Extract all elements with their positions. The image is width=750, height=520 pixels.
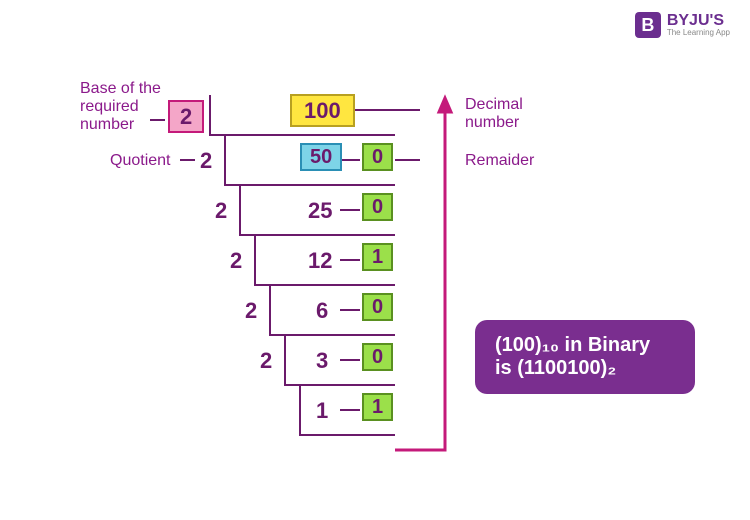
remainder-2: 0 bbox=[362, 193, 393, 221]
divisor-2: 2 bbox=[215, 198, 227, 224]
quotient-2: 25 bbox=[308, 198, 332, 224]
quotient-1: 50 bbox=[300, 143, 342, 171]
divisor-1: 2 bbox=[200, 148, 212, 174]
remainder-label: Remaider bbox=[465, 152, 534, 170]
remainder-6: 1 bbox=[362, 393, 393, 421]
quotient-4: 6 bbox=[316, 298, 328, 324]
remainder-5-box: 0 bbox=[362, 346, 393, 369]
result-line1: (100)₁₀ in Binary bbox=[495, 334, 675, 357]
remainder-2-box: 0 bbox=[362, 196, 393, 219]
remainder-4: 0 bbox=[362, 293, 393, 321]
remainder-3: 1 bbox=[362, 243, 393, 271]
base-label: Base of the required number bbox=[80, 80, 161, 134]
quotient-6: 1 bbox=[316, 398, 328, 424]
base-value: 2 bbox=[168, 100, 204, 133]
result-line2: is (1100100)₂ bbox=[495, 357, 675, 380]
quotient-3: 12 bbox=[308, 248, 332, 274]
result-box: (100)₁₀ in Binary is (1100100)₂ bbox=[475, 320, 695, 394]
decimal-value: 100 bbox=[290, 94, 355, 127]
quotient-1-box: 50 bbox=[300, 146, 342, 169]
divisor-5: 2 bbox=[260, 348, 272, 374]
remainder-4-box: 0 bbox=[362, 296, 393, 319]
remainder-3-box: 1 bbox=[362, 246, 393, 269]
quotient-5: 3 bbox=[316, 348, 328, 374]
remainder-5: 0 bbox=[362, 343, 393, 371]
divisor-3: 2 bbox=[230, 248, 242, 274]
quotient-label: Quotient bbox=[110, 152, 170, 170]
decimal-label: Decimal number bbox=[465, 96, 523, 132]
remainder-1-box: 0 bbox=[362, 146, 393, 169]
decimal-box: 100 bbox=[290, 98, 355, 124]
divisor-4: 2 bbox=[245, 298, 257, 324]
remainder-6-box: 1 bbox=[362, 396, 393, 419]
remainder-1: 0 bbox=[362, 143, 393, 171]
base-box: 2 bbox=[168, 104, 204, 130]
